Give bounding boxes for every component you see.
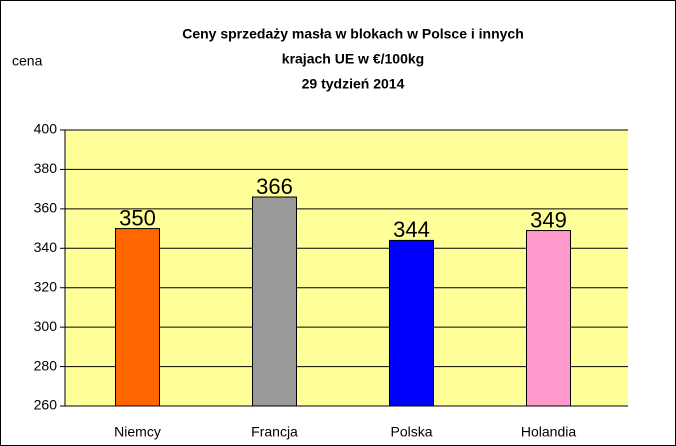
x-tick-label: Polska [390, 424, 432, 440]
y-tick-label: 260 [34, 397, 58, 413]
chart-title: Ceny sprzedaży masła w blokach w Polsce … [182, 26, 524, 42]
bar [115, 228, 160, 407]
y-tick-label: 380 [34, 160, 58, 176]
value-label: 349 [530, 207, 567, 232]
value-label: 366 [256, 174, 293, 199]
y-tick-label: 320 [34, 278, 58, 294]
value-label: 350 [119, 205, 156, 230]
bar [526, 230, 571, 407]
bar [389, 239, 434, 407]
y-tick-label: 300 [34, 318, 58, 334]
y-tick-label: 400 [34, 121, 58, 137]
x-tick-label: Niemcy [114, 424, 161, 440]
y-tick-label: 360 [34, 200, 58, 216]
chart-title: 29 tydzień 2014 [302, 76, 405, 92]
x-tick-label: Francja [251, 424, 298, 440]
value-label: 344 [393, 217, 430, 242]
y-tick-label: 280 [34, 357, 58, 373]
chart-title: krajach UE w €/100kg [282, 51, 424, 67]
y-axis-label: cena [12, 53, 43, 69]
y-tick-label: 340 [34, 239, 58, 255]
x-tick-label: Holandia [521, 424, 576, 440]
bar [252, 196, 297, 407]
